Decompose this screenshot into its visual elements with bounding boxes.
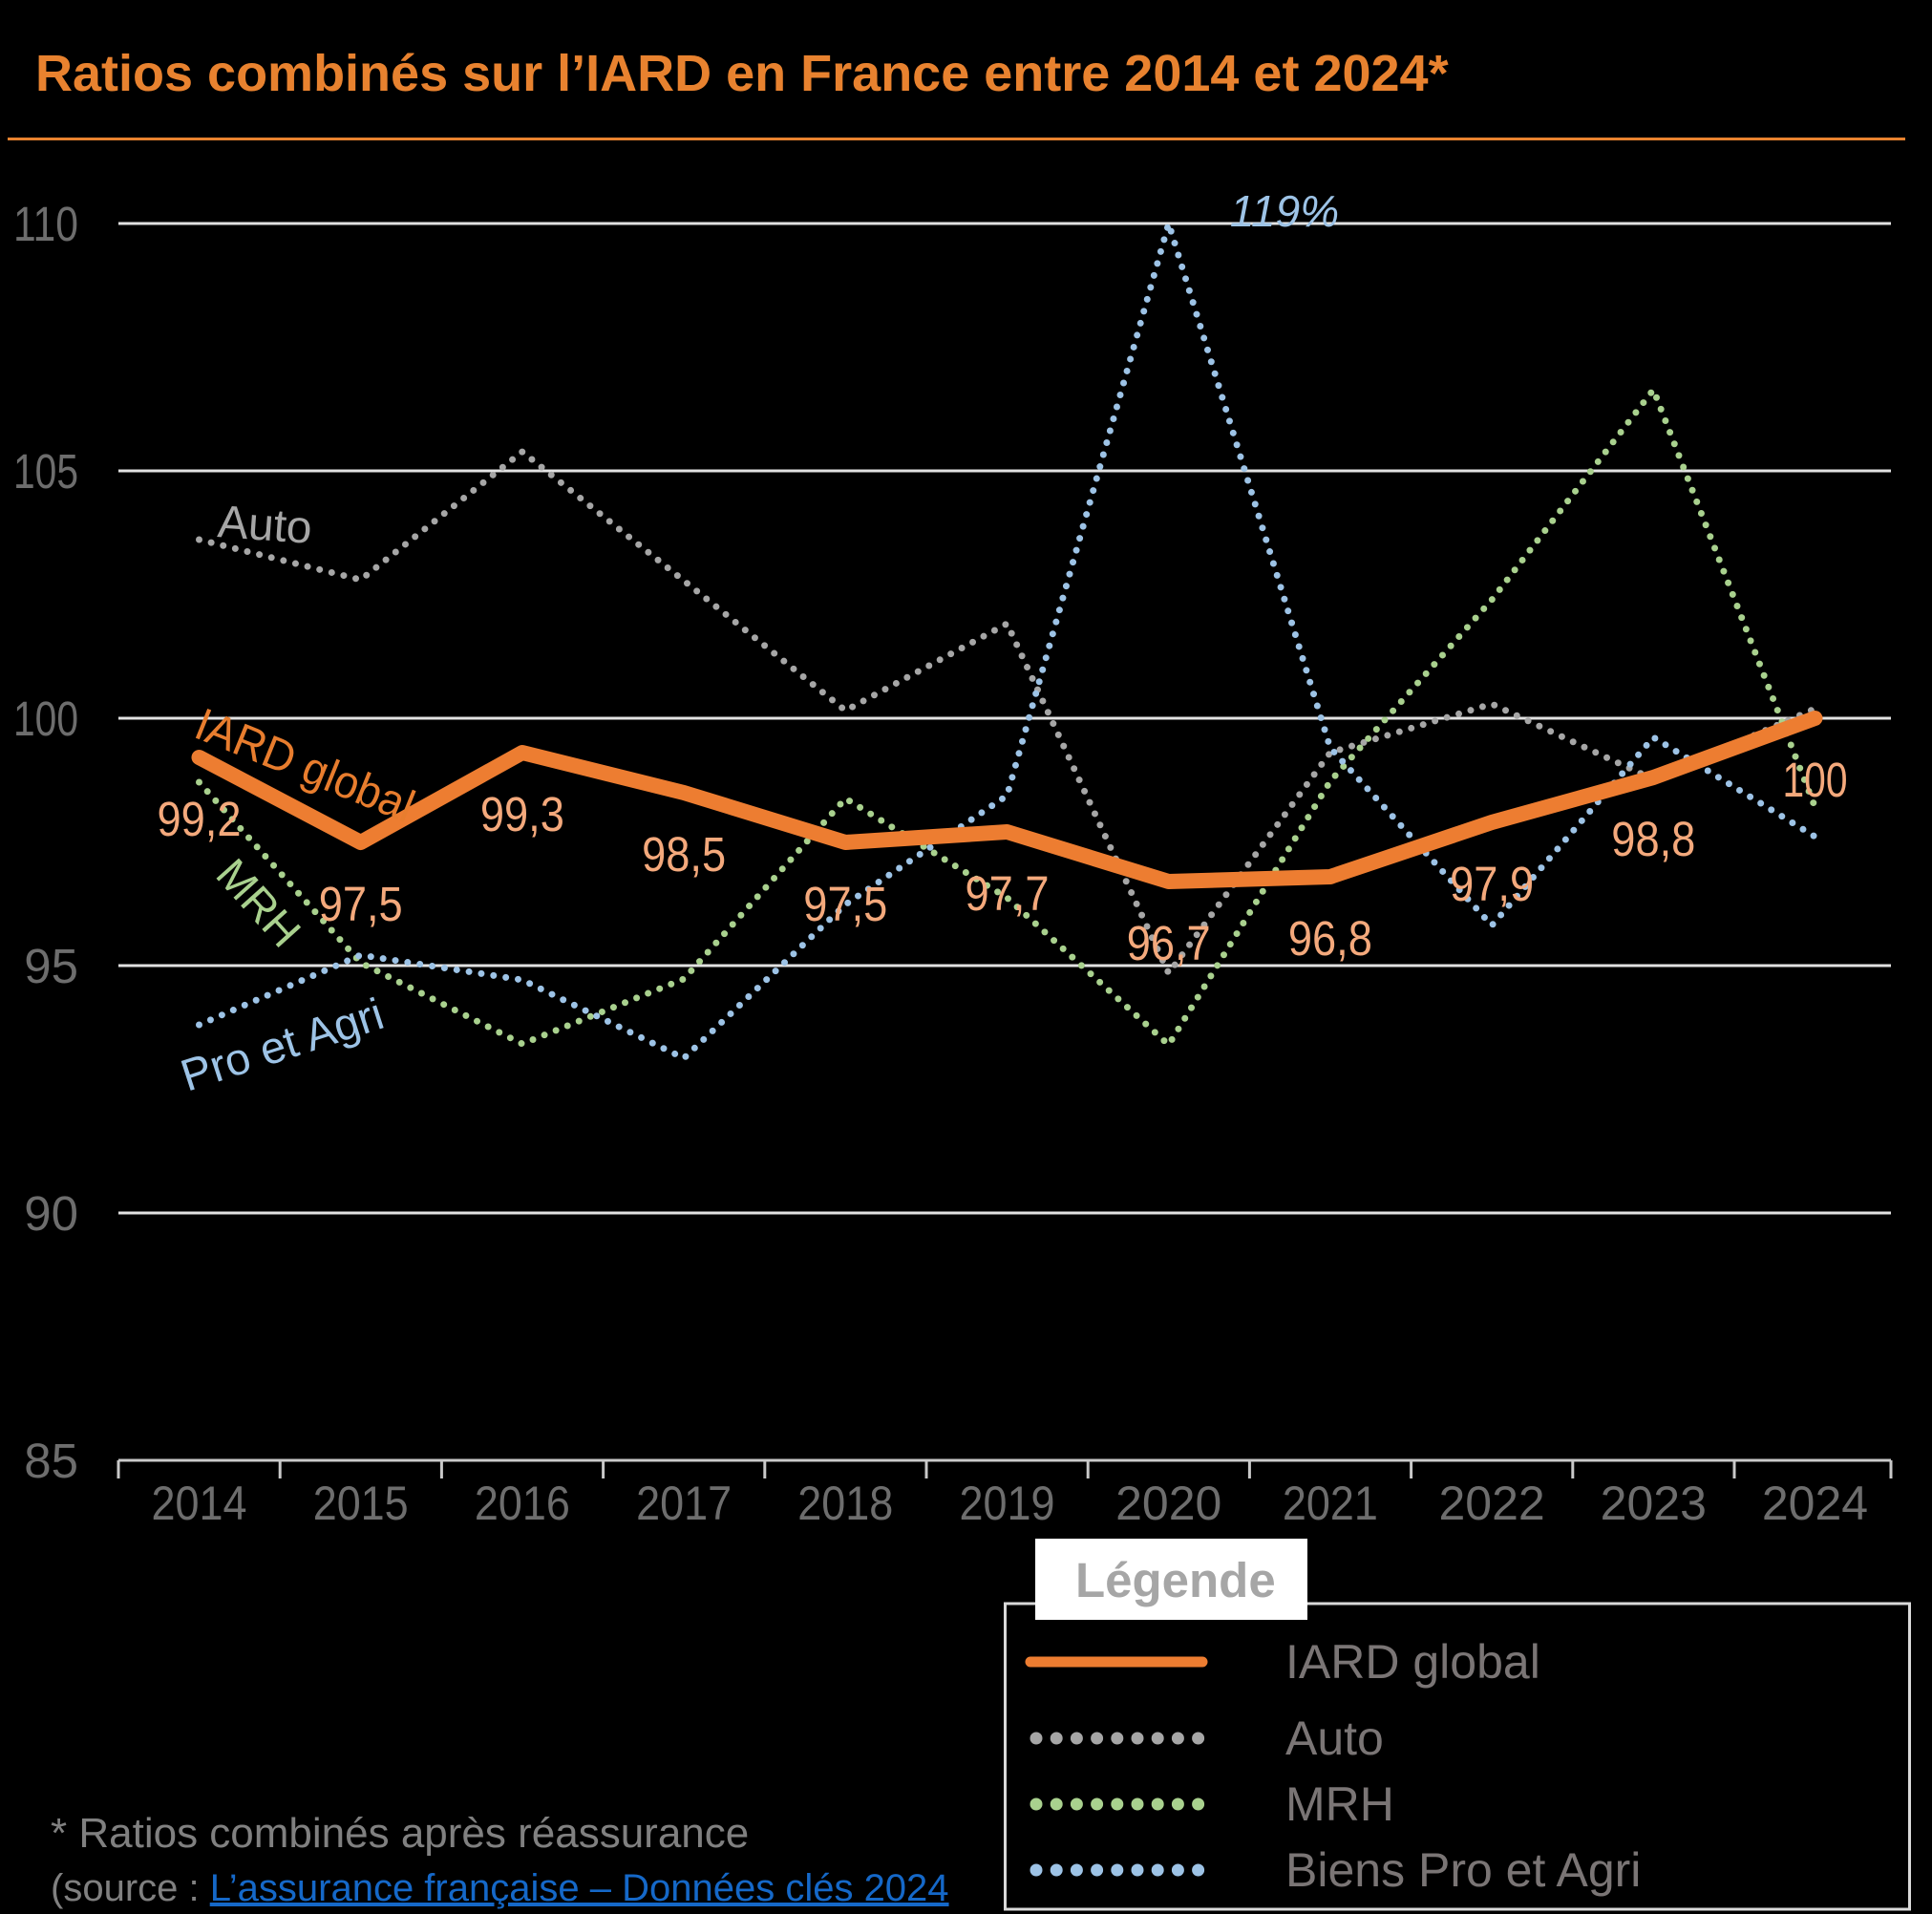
svg-text:2016: 2016	[475, 1477, 570, 1530]
svg-text:2018: 2018	[797, 1477, 893, 1530]
svg-text:2020: 2020	[1115, 1477, 1221, 1530]
svg-text:105: 105	[13, 444, 78, 499]
svg-text:Légende: Légende	[1075, 1553, 1276, 1607]
svg-text:99,2: 99,2	[158, 792, 242, 846]
svg-text:98,5: 98,5	[642, 827, 726, 882]
svg-text:Auto: Auto	[1285, 1712, 1384, 1765]
svg-text:2017: 2017	[636, 1477, 732, 1530]
svg-text:99,3: 99,3	[480, 787, 564, 841]
svg-text:2019: 2019	[960, 1477, 1055, 1530]
svg-text:Auto: Auto	[216, 497, 313, 554]
svg-text:95: 95	[24, 939, 78, 993]
svg-text:96,7: 96,7	[1127, 916, 1211, 970]
svg-text:110: 110	[13, 197, 78, 251]
svg-text:IARD global: IARD global	[1285, 1635, 1540, 1689]
svg-text:100: 100	[1783, 753, 1848, 807]
svg-text:90: 90	[24, 1186, 78, 1241]
svg-text:100: 100	[13, 691, 78, 746]
svg-text:2023: 2023	[1601, 1477, 1707, 1530]
svg-text:Ratios combinés sur l’IARD en: Ratios combinés sur l’IARD en France ent…	[35, 45, 1449, 102]
svg-text:MRH: MRH	[1285, 1777, 1394, 1831]
svg-text:2021: 2021	[1283, 1477, 1378, 1530]
svg-text:2014: 2014	[152, 1477, 247, 1530]
svg-text:(source : L’assurance français: (source : L’assurance française – Donnée…	[51, 1867, 949, 1909]
svg-text:85: 85	[24, 1434, 78, 1488]
svg-text:98,8: 98,8	[1611, 812, 1695, 866]
svg-text:2015: 2015	[313, 1477, 409, 1530]
svg-text:119%: 119%	[1230, 186, 1339, 236]
svg-text:97,5: 97,5	[319, 877, 403, 931]
svg-text:2024: 2024	[1762, 1477, 1868, 1530]
svg-text:97,7: 97,7	[966, 866, 1050, 921]
svg-text:97,5: 97,5	[803, 877, 887, 931]
svg-text:96,8: 96,8	[1288, 911, 1372, 966]
svg-text:Biens Pro et Agri: Biens Pro et Agri	[1285, 1843, 1641, 1897]
svg-text:* Ratios combinés après réassu: * Ratios combinés après réassurance	[51, 1810, 749, 1857]
svg-text:97,9: 97,9	[1450, 857, 1534, 911]
svg-text:2022: 2022	[1438, 1477, 1544, 1530]
